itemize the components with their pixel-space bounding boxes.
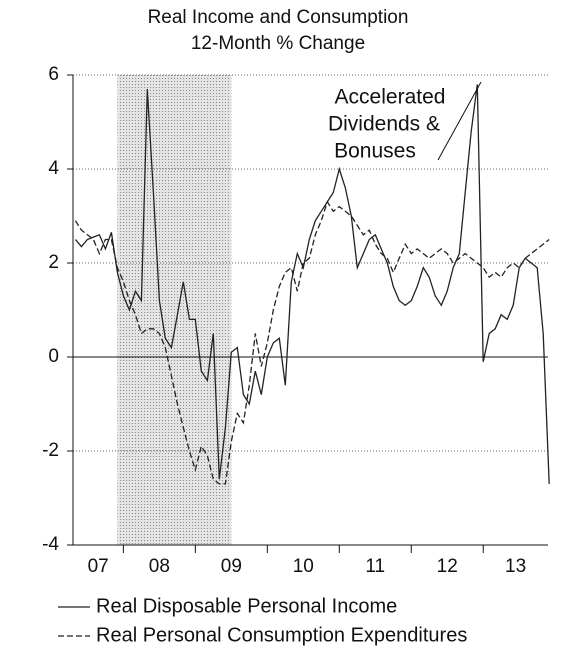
annotation: Bonuses (334, 140, 416, 163)
series-line (74, 84, 550, 484)
annotation: Dividends & (328, 113, 440, 136)
x-tick-label: 12 (437, 556, 458, 577)
recession-shade (117, 75, 232, 545)
y-tick-label: -4 (42, 534, 59, 555)
annotation-leader (437, 81, 482, 161)
legend-label: Real Personal Consumption Expenditures (96, 624, 467, 646)
x-tick-label: 10 (293, 556, 314, 577)
y-tick-label: 2 (48, 252, 59, 273)
y-tick-label: 6 (48, 64, 59, 85)
y-tick-label: 0 (48, 346, 59, 367)
legend-label: Real Disposable Personal Income (96, 595, 397, 617)
x-tick-label: 07 (88, 556, 109, 577)
x-tick-label: 09 (221, 556, 242, 577)
x-tick-label: 08 (149, 556, 170, 577)
annotation: Accelerated (335, 86, 446, 109)
series-line (74, 200, 550, 485)
y-tick-label: 4 (48, 158, 59, 179)
x-tick-label: 11 (365, 556, 385, 577)
chart-subtitle: 12-Month % Change (191, 33, 365, 54)
y-tick-label: -2 (42, 440, 59, 461)
chart-title: Real Income and Consumption (148, 7, 409, 28)
x-tick-label: 13 (505, 556, 526, 577)
